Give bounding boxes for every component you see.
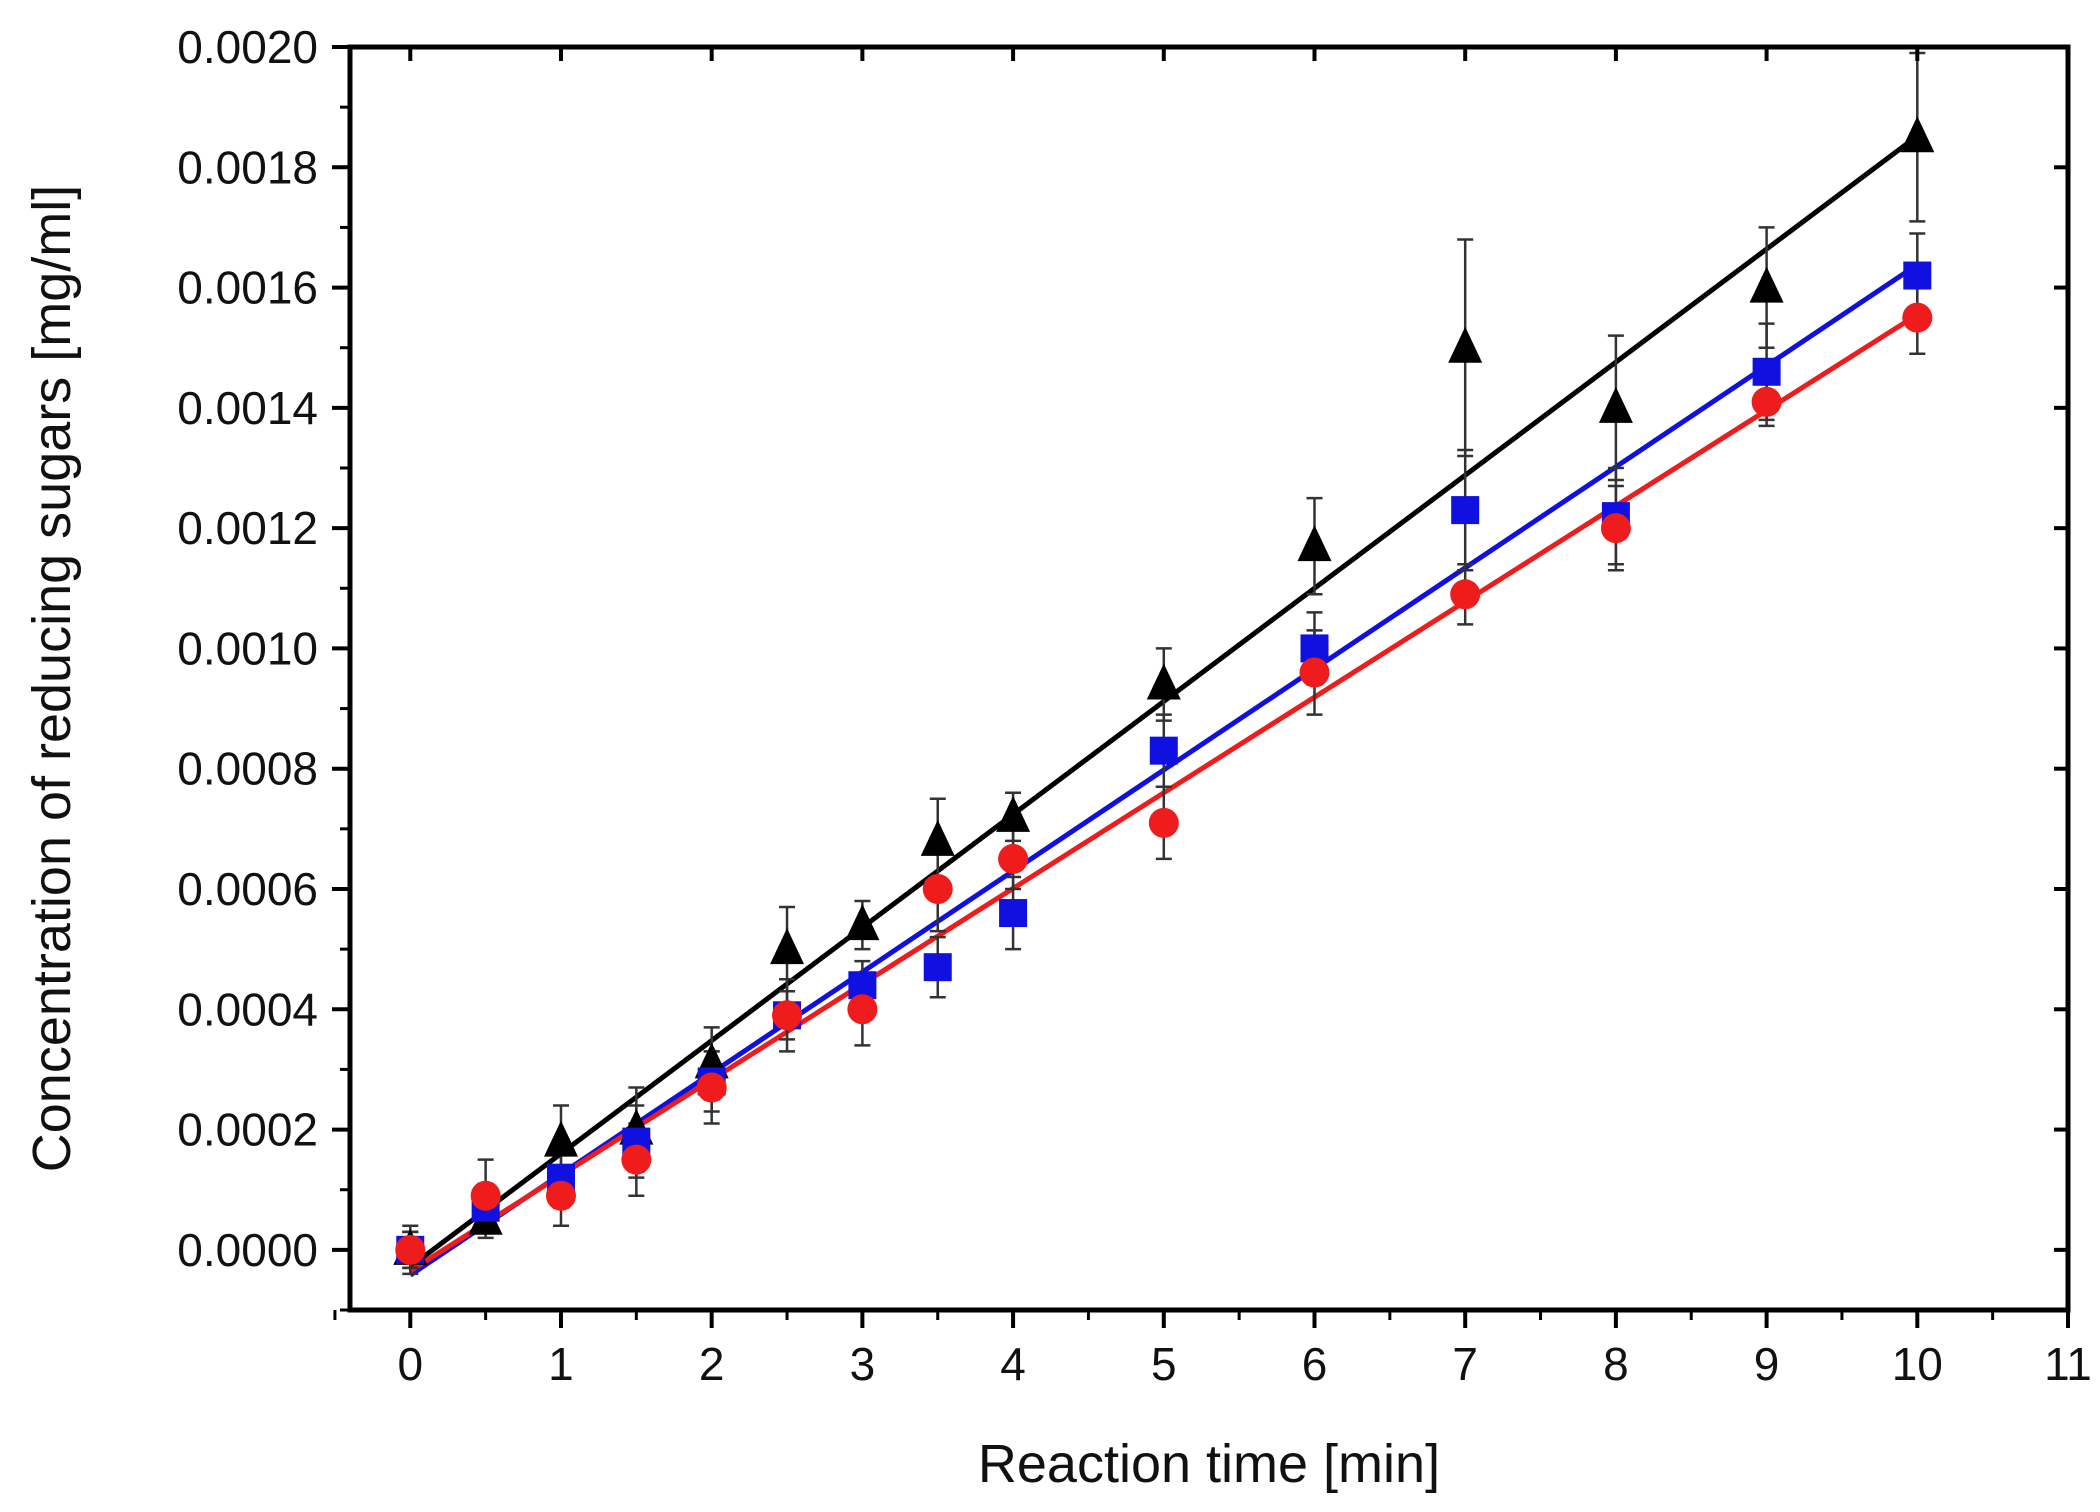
data-point-circle	[1299, 657, 1330, 688]
data-point-triangle	[1297, 525, 1332, 562]
data-point-circle	[1148, 807, 1179, 838]
data-point-circle	[395, 1234, 426, 1265]
x-tick-label: 2	[699, 1338, 725, 1390]
data-point-triangle	[770, 928, 805, 965]
axes: 0 1 2 3 4 5 6 7 8 9 10 11 0.0000 0.0002 0.0004 0.0006 0.…	[177, 21, 2092, 1390]
data-point-triangle	[1900, 116, 1935, 153]
y-tick-label: 0.0008	[177, 743, 318, 795]
x-tick-label: 0	[397, 1338, 423, 1390]
data-point-circle	[1751, 386, 1782, 417]
y-tick-label: 0.0020	[177, 21, 318, 73]
y-tick-label: 0.0016	[177, 262, 318, 314]
x-tick-label: 11	[2044, 1338, 2092, 1390]
data-point-circle	[1450, 579, 1481, 610]
x-axis-title: Reaction time [min]	[978, 1434, 1440, 1494]
data-point-square	[1752, 357, 1781, 386]
data-point-triangle	[845, 904, 880, 941]
data-point-triangle	[1749, 266, 1784, 303]
y-tick-label: 0.0006	[177, 863, 318, 915]
x-tick-label: 6	[1302, 1338, 1328, 1390]
x-tick-label: 10	[1892, 1338, 1943, 1390]
x-tick-label: 7	[1452, 1338, 1478, 1390]
data-point-triangle	[1146, 663, 1181, 700]
x-tick-label: 5	[1151, 1338, 1177, 1390]
y-tick-label: 0.0000	[177, 1224, 318, 1276]
data-point-triangle	[543, 1120, 578, 1157]
data-point-square	[1903, 261, 1932, 290]
data-point-triangle	[920, 819, 955, 856]
x-tick-label: 4	[1000, 1338, 1026, 1390]
data-point-triangle	[996, 795, 1031, 832]
data-point-circle	[772, 1000, 803, 1031]
x-tick-label: 8	[1603, 1338, 1629, 1390]
data-point-circle	[1600, 513, 1631, 544]
data-point-triangle	[1448, 326, 1483, 363]
data-point-circle	[847, 994, 878, 1025]
x-tick-label: 9	[1754, 1338, 1780, 1390]
y-tick-label: 0.0012	[177, 502, 318, 554]
data-markers	[393, 116, 1935, 1265]
y-tick-label: 0.0018	[177, 141, 318, 193]
data-point-square	[1451, 496, 1480, 525]
x-tick-label: 1	[548, 1338, 574, 1390]
y-tick-label: 0.0002	[177, 1104, 318, 1156]
plot-frame	[347, 44, 2071, 1313]
data-point-circle	[1902, 302, 1933, 333]
data-point-circle	[922, 874, 953, 904]
data-point-circle	[621, 1144, 652, 1175]
data-point-circle	[545, 1180, 576, 1211]
data-point-circle	[696, 1072, 727, 1103]
data-point-square	[999, 899, 1028, 928]
data-point-square	[923, 953, 952, 982]
data-point-circle	[470, 1180, 501, 1211]
x-tick-label: 3	[850, 1338, 876, 1390]
data-point-square	[1149, 736, 1178, 765]
y-tick-label: 0.0014	[177, 382, 318, 434]
y-axis-title: Concentration of reducing sugars [mg/ml]	[22, 185, 82, 1172]
y-tick-label: 0.0010	[177, 622, 318, 674]
y-tick-label: 0.0004	[177, 983, 318, 1035]
data-point-triangle	[1598, 386, 1633, 423]
data-point-circle	[998, 843, 1029, 874]
